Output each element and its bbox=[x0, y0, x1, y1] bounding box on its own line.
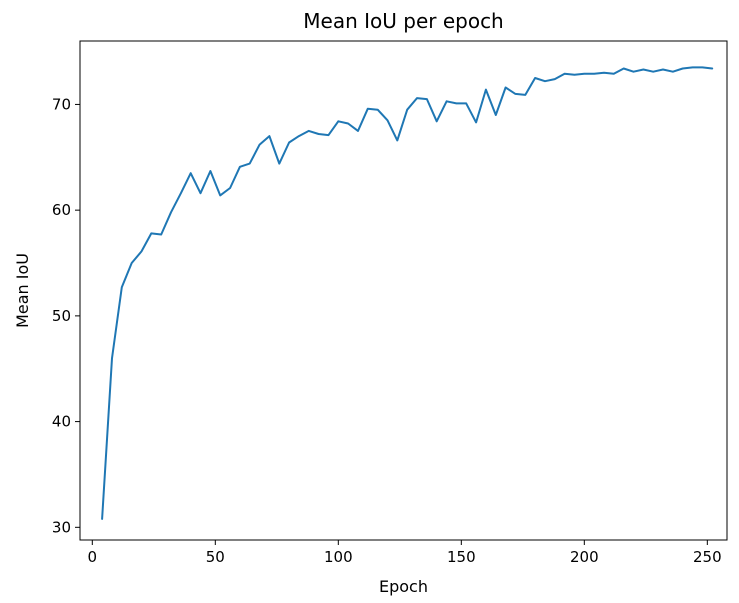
y-tick-label: 30 bbox=[52, 518, 71, 536]
x-tick-label: 0 bbox=[88, 548, 98, 566]
series-line bbox=[101, 66, 714, 520]
y-tick-label: 40 bbox=[52, 413, 71, 431]
x-axis-label: Epoch bbox=[379, 577, 428, 596]
x-tick-label: 100 bbox=[324, 548, 353, 566]
chart-title: Mean IoU per epoch bbox=[303, 9, 503, 33]
plot-frame bbox=[79, 40, 728, 541]
plot-area: 0 50 100 150 200 250 30 40 50 60 70 bbox=[52, 40, 728, 566]
x-tick-label: 50 bbox=[206, 548, 225, 566]
x-tick-label: 250 bbox=[693, 548, 722, 566]
x-tick-label: 200 bbox=[570, 548, 599, 566]
y-axis-label: Mean IoU bbox=[13, 253, 32, 328]
y-tick-label: 70 bbox=[52, 95, 71, 113]
x-tick-label: 150 bbox=[447, 548, 476, 566]
x-axis: 0 50 100 150 200 250 bbox=[88, 540, 722, 566]
y-tick-label: 60 bbox=[52, 201, 71, 219]
y-tick-label: 50 bbox=[52, 307, 71, 325]
y-axis: 30 40 50 60 70 bbox=[52, 95, 80, 536]
